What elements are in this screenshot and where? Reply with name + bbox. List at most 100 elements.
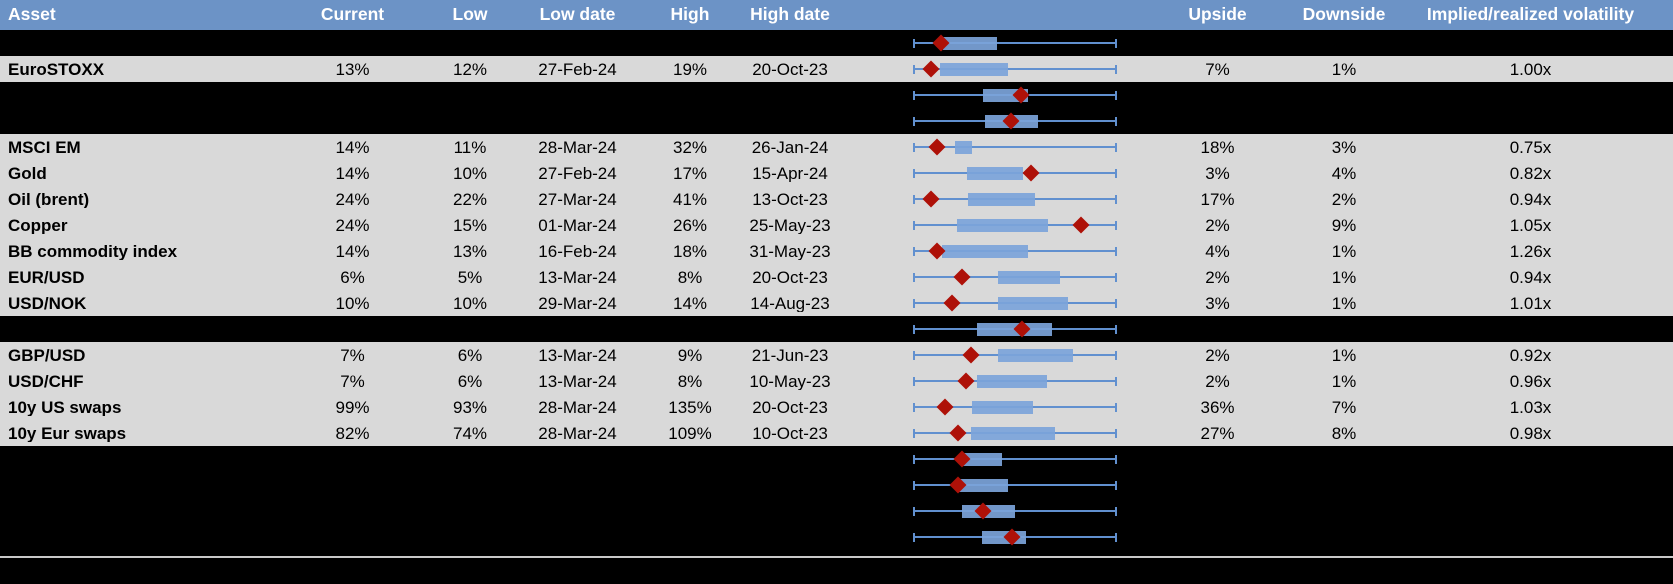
diamond-marker-icon [957,372,975,390]
whisker-cap-left [913,142,915,152]
header-implied-realized-volatility: Implied/realized volatility [1426,6,1635,24]
whisker-cap-right [1115,402,1117,412]
range-box [998,348,1073,362]
spacer-row [0,498,1673,524]
current-cell: 7% [340,372,365,390]
range-plot-cell [855,212,1135,238]
whisker-cap-right [1115,194,1117,204]
range-box [955,140,972,154]
upside-cell: 2% [1205,372,1230,390]
table-row: 10y US swaps 99% 93% 28-Mar-24 135% 20-Oct-23… [0,394,1673,420]
diamond-marker-icon [953,268,971,286]
table-row: 10y Eur swaps 82% 74% 28-Mar-24 109% 10-Oct-2… [0,420,1673,446]
table-row: MSCI EM 14% 11% 28-Mar-24 32% 26-Jan-24 18% 3% 0… [0,134,1673,160]
table-row: EuroSTOXX 13% 12% 27-Feb-24 19% 20-Oct-23 7% 1%… [0,56,1673,82]
header-current: Current [320,6,385,24]
range-plot-cell [855,56,1135,82]
whisker-cap-left [913,168,915,178]
header-low-date: Low date [539,6,616,24]
high-date-cell: 21-Jun-23 [751,346,829,364]
table-row: BB commodity index 14% 13% 16-Feb-24 18% 31-M… [0,238,1673,264]
implied-realized-vol-cell: 0.96x [1509,372,1552,390]
header-high-date: High date [750,6,830,24]
table-row: EUR/USD 6% 5% 13-Mar-24 8% 20-Oct-23 2% 1% 0.94x [0,264,1673,290]
header-low: Low [452,6,488,24]
spacer-row [0,472,1673,498]
high-cell: 17% [672,164,708,182]
high-cell: 26% [672,216,708,234]
current-cell: 13% [335,60,370,78]
bottom-divider-line [0,556,1673,558]
current-cell: 14% [335,164,370,182]
range-plot-axis [913,134,1117,160]
current-cell: 14% [335,242,370,260]
header-upside: Upside [1188,6,1247,24]
implied-realized-vol-cell: 1.03x [1509,398,1552,416]
whisker-cap-left [913,480,915,490]
current-cell: 24% [335,216,370,234]
whisker-cap-left [913,454,915,464]
current-cell: 10% [335,294,370,312]
whisker-cap-left [913,194,915,204]
whisker-cap-right [1115,324,1117,334]
table-body: EuroSTOXX 13% 12% 27-Feb-24 19% 20-Oct-23 7% 1%… [0,30,1673,550]
implied-realized-vol-cell: 0.94x [1509,190,1552,208]
low-cell: 93% [452,398,488,416]
implied-realized-vol-cell: 1.01x [1509,294,1552,312]
implied-realized-vol-cell: 1.05x [1509,216,1552,234]
asset-cell: GBP/USD [8,346,86,364]
downside-cell: 7% [1331,398,1357,416]
range-plot-cell [855,342,1135,368]
whisker-cap-left [913,324,915,334]
downside-cell: 1% [1331,242,1357,260]
low-date-cell: 28-Mar-24 [538,398,617,416]
high-date-cell: 10-May-23 [749,372,831,390]
range-plot-cell [855,316,1135,342]
range-box [943,36,998,50]
whisker-cap-right [1115,298,1117,308]
high-cell: 8% [677,372,703,390]
diamond-marker-icon [949,424,967,442]
high-cell: 8% [677,268,703,286]
upside-cell: 7% [1205,60,1230,78]
current-cell: 7% [340,346,365,364]
downside-cell: 1% [1331,346,1357,364]
range-plot-cell [855,238,1135,264]
downside-cell: 1% [1331,372,1357,390]
whisker-cap-left [913,350,915,360]
table-row: GBP/USD 7% 6% 13-Mar-24 9% 21-Jun-23 2% 1% 0.92x [0,342,1673,368]
low-date-cell: 28-Mar-24 [538,424,617,442]
range-plot-cell [855,160,1135,186]
table-row: Oil (brent) 24% 22% 27-Mar-24 41% 13-Oct-23 17… [0,186,1673,212]
high-date-cell: 26-Jan-24 [751,138,829,156]
low-cell: 6% [457,372,483,390]
whisker-cap-right [1115,64,1117,74]
range-plot-axis [913,368,1117,394]
table-row: USD/NOK 10% 10% 29-Mar-24 14% 14-Aug-23 3% 1% 1.… [0,290,1673,316]
range-whisker [913,42,1117,44]
high-cell: 19% [672,60,708,78]
whisker-cap-left [913,532,915,542]
downside-cell: 1% [1331,268,1357,286]
range-plot-cell [855,472,1135,498]
high-date-cell: 15-Apr-24 [752,164,828,182]
downside-cell: 2% [1331,190,1357,208]
low-date-cell: 13-Mar-24 [538,268,617,286]
upside-cell: 4% [1205,242,1230,260]
whisker-cap-left [913,64,915,74]
range-whisker [913,484,1117,486]
diamond-marker-icon [1022,164,1040,182]
whisker-cap-left [913,402,915,412]
current-cell: 82% [335,424,370,442]
whisker-cap-right [1115,480,1117,490]
diamond-marker-icon [962,346,980,364]
high-cell: 135% [668,398,712,416]
implied-realized-vol-cell: 1.26x [1509,242,1552,260]
range-plot-cell [855,368,1135,394]
implied-realized-vol-cell: 0.98x [1509,424,1552,442]
downside-cell: 3% [1331,138,1357,156]
current-cell: 24% [335,190,370,208]
upside-cell: 2% [1205,216,1230,234]
high-cell: 109% [668,424,712,442]
range-box [939,62,1008,76]
